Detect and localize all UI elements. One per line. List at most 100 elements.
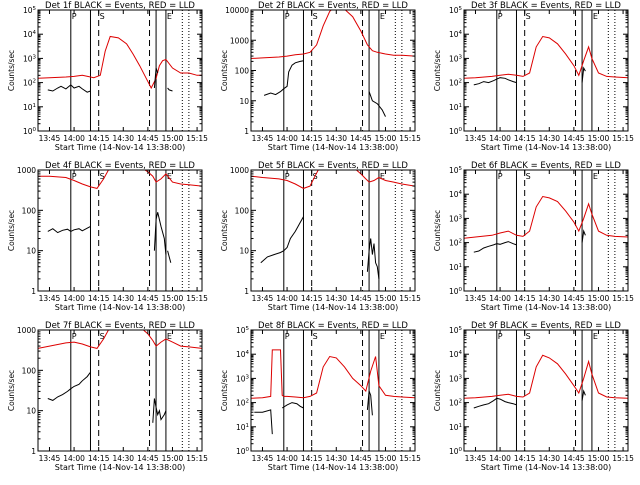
marker-label: S bbox=[526, 332, 531, 341]
chart-title: Det 9f BLACK = Events, RED = LLD bbox=[471, 321, 621, 331]
x-axis-label: Start Time (14-Nov-14 13:38:00) bbox=[481, 463, 611, 472]
x-tick-label: 15:15 bbox=[399, 134, 421, 143]
y-tick-label: 103 bbox=[236, 374, 250, 383]
y-axis-label: Counts/sec bbox=[7, 50, 16, 91]
y-tick-label: 102 bbox=[23, 79, 36, 88]
events-series-line-2 bbox=[366, 238, 380, 279]
x-tick-label: 14:15 bbox=[88, 294, 110, 303]
plot-frame bbox=[37, 169, 203, 292]
x-tick-label: 14:30 bbox=[112, 134, 134, 143]
x-axis-label: Start Time (14-Nov-14 13:38:00) bbox=[481, 143, 611, 152]
x-tick-label: 14:45 bbox=[137, 454, 159, 463]
x-axis-label: Start Time (14-Nov-14 13:38:00) bbox=[55, 143, 185, 152]
x-tick-label: 14:15 bbox=[88, 454, 110, 463]
y-tick-label: 101 bbox=[449, 423, 462, 432]
marker-label: P bbox=[285, 172, 290, 181]
events-series-line-1 bbox=[254, 409, 273, 435]
events-series-line-2 bbox=[368, 91, 386, 117]
x-tick-label: 14:30 bbox=[325, 294, 347, 303]
y-tick-label: 103 bbox=[449, 374, 463, 383]
plot-frame bbox=[463, 169, 629, 292]
x-tick-label: 13:45 bbox=[252, 294, 274, 303]
series-group bbox=[251, 10, 415, 117]
y-tick-label: 104 bbox=[236, 350, 250, 359]
x-tick-label: 13:45 bbox=[252, 134, 274, 143]
y-axis-label: Counts/sec bbox=[220, 50, 229, 91]
y-tick-label: 105 bbox=[449, 166, 463, 175]
lld-series-line-1 bbox=[251, 349, 415, 399]
x-tick-label: 15:15 bbox=[612, 134, 634, 143]
y-tick-label: 10 bbox=[239, 97, 249, 106]
x-tick-label: 15:15 bbox=[399, 294, 421, 303]
x-tick-label: 14:15 bbox=[88, 134, 110, 143]
events-series-line-2 bbox=[581, 229, 586, 243]
marker-label: P bbox=[498, 332, 503, 341]
lld-series-line-1 bbox=[464, 354, 628, 399]
chart-title: Det 1f BLACK = Events, RED = LLD bbox=[45, 1, 195, 11]
x-tick-label: 14:30 bbox=[325, 134, 347, 143]
x-tick-label: 13:45 bbox=[252, 454, 274, 463]
series-group bbox=[464, 35, 628, 86]
events-series-line-1 bbox=[473, 77, 517, 86]
x-tick-label: 15:00 bbox=[588, 294, 610, 303]
x-tick-label: 14:00 bbox=[489, 134, 511, 143]
x-tick-label: 14:00 bbox=[276, 134, 298, 143]
events-series-line-1 bbox=[47, 84, 91, 93]
events-series-line-2 bbox=[152, 398, 167, 423]
x-tick-label: 14:00 bbox=[63, 294, 85, 303]
y-tick-label: 1000 bbox=[17, 166, 36, 175]
y-tick-label: 100 bbox=[449, 447, 463, 456]
y-tick-label: 100 bbox=[236, 447, 250, 456]
marker-label: S bbox=[526, 172, 531, 181]
y-tick-label: 100 bbox=[22, 366, 37, 375]
lld-series-line-1 bbox=[38, 35, 202, 90]
plot-frame bbox=[463, 329, 629, 452]
x-tick-label: 14:15 bbox=[301, 454, 323, 463]
x-tick-label: 13:45 bbox=[465, 134, 487, 143]
marker-label: E bbox=[167, 172, 172, 181]
x-axis-label: Start Time (14-Nov-14 13:38:00) bbox=[268, 143, 398, 152]
y-tick-label: 100 bbox=[235, 206, 250, 215]
x-tick-label: 15:00 bbox=[375, 294, 397, 303]
x-tick-label: 14:15 bbox=[514, 294, 536, 303]
x-tick-label: 15:15 bbox=[186, 134, 208, 143]
plot-frame bbox=[37, 329, 203, 452]
x-tick-label: 14:15 bbox=[301, 134, 323, 143]
events-series-line-3 bbox=[366, 390, 373, 416]
y-tick-label: 101 bbox=[23, 103, 36, 112]
events-series-line-2 bbox=[153, 67, 159, 89]
chart-title: Det 7f BLACK = Events, RED = LLD bbox=[45, 321, 195, 331]
x-axis-label: Start Time (14-Nov-14 13:38:00) bbox=[481, 303, 611, 312]
plot-frame bbox=[250, 169, 416, 292]
marker-label: S bbox=[313, 332, 318, 341]
y-tick-label: 101 bbox=[449, 103, 462, 112]
events-series-line-1 bbox=[260, 216, 304, 264]
chart-title: Det 4f BLACK = Events, RED = LLD bbox=[45, 161, 195, 171]
x-tick-label: 14:30 bbox=[538, 294, 560, 303]
y-tick-label: 103 bbox=[449, 214, 463, 223]
plot-frame bbox=[250, 9, 416, 132]
marker-label: E bbox=[593, 12, 598, 21]
y-tick-label: 1000 bbox=[17, 326, 36, 335]
y-axis-label: Counts/sec bbox=[7, 210, 16, 251]
events-series-line-1 bbox=[263, 60, 304, 96]
y-axis-label: Counts/sec bbox=[433, 370, 442, 411]
events-series-line-2 bbox=[581, 389, 586, 401]
events-series-line-2 bbox=[281, 402, 304, 409]
x-tick-label: 15:15 bbox=[399, 454, 421, 463]
x-tick-label: 14:30 bbox=[325, 454, 347, 463]
y-tick-label: 101 bbox=[236, 423, 249, 432]
plot-frame bbox=[250, 329, 416, 452]
y-tick-label: 10 bbox=[239, 247, 249, 256]
marker-label: S bbox=[100, 332, 105, 341]
marker-label: E bbox=[380, 332, 385, 341]
y-tick-label: 102 bbox=[449, 239, 462, 248]
chart-title: Det 5f BLACK = Events, RED = LLD bbox=[258, 161, 408, 171]
